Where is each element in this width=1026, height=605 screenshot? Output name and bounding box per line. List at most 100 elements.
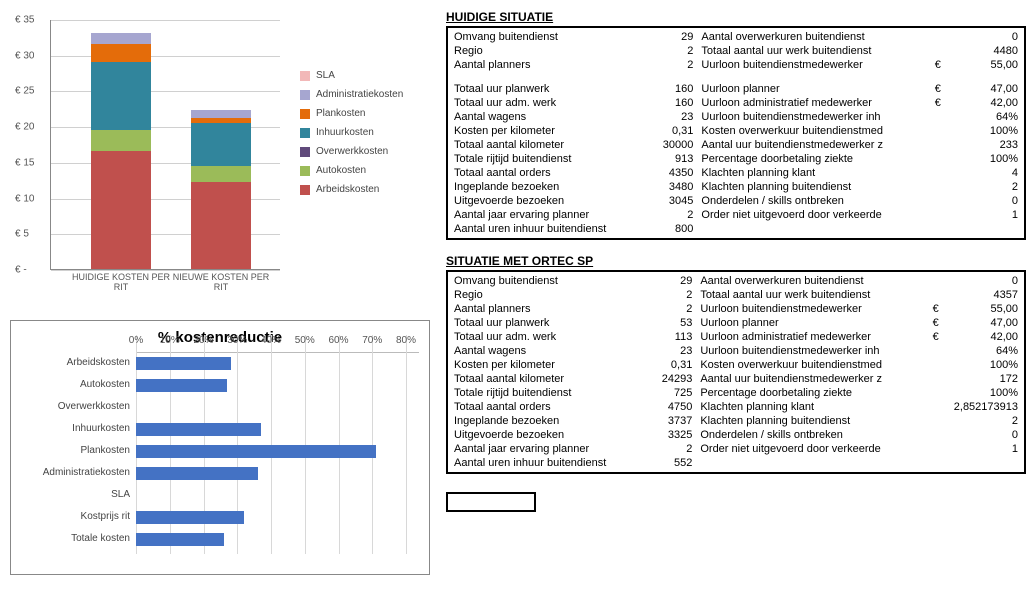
- table-cell: 23: [644, 344, 696, 358]
- table-cell: Regio: [450, 44, 645, 58]
- table-row: Aantal planners2Uurloon buitendienstmede…: [450, 58, 1022, 72]
- table-cell: 4750: [644, 400, 696, 414]
- hbar-category-label: Plankosten: [21, 440, 130, 462]
- table-row: Uitgevoerde bezoeken3325Onderdelen / ski…: [450, 428, 1022, 442]
- hbar-chart: % kostenreductie ArbeidskostenAutokosten…: [10, 320, 430, 575]
- table-cell: 2,852173913: [944, 400, 1022, 414]
- hbar-category-label: Administratiekosten: [21, 462, 130, 484]
- legend-label: Autokosten: [316, 165, 366, 176]
- table-cell: Aantal wagens: [450, 110, 645, 124]
- table-cell: Uurloon buitendienstmedewerker: [697, 58, 930, 72]
- table-cell: Uurloon buitendienstmedewerker: [696, 302, 928, 316]
- table-huidige-title: HUIDIGE SITUATIE: [446, 10, 1026, 24]
- table-row: Ingeplande bezoeken3737Klachten planning…: [450, 414, 1022, 428]
- table-cell: [931, 194, 946, 208]
- table-row: Totaal aantal kilometer30000Aantal uur b…: [450, 138, 1022, 152]
- x-axis-label: 50%: [295, 335, 315, 346]
- table-cell: Order niet uitgevoerd door verkeerde: [697, 208, 930, 222]
- x-axis-label: 30%: [227, 335, 247, 346]
- table-cell: Uurloon administratief medewerker: [697, 96, 930, 110]
- stacked-bar-chart: € -€ 5€ 10€ 15€ 20€ 25€ 30€ 35HUIDIGE KO…: [10, 10, 430, 300]
- table-row: Kosten per kilometer0,31Kosten overwerku…: [450, 124, 1022, 138]
- stacked-bar: [91, 33, 151, 269]
- table-row: Uitgevoerde bezoeken3045Onderdelen / ski…: [450, 194, 1022, 208]
- table-cell: Klachten planning buitendienst: [697, 180, 930, 194]
- hbar-category-label: Arbeidskosten: [21, 352, 130, 374]
- table-cell: 23: [645, 110, 697, 124]
- bar-segment-arbeidskosten: [191, 182, 251, 269]
- table-cell: Uurloon planner: [697, 82, 930, 96]
- table-row: Aantal wagens23Uurloon buitendienstmedew…: [450, 110, 1022, 124]
- legend-item: Inhuurkosten: [300, 127, 403, 138]
- table-row: Kosten per kilometer0,31Kosten overwerku…: [450, 358, 1022, 372]
- table-cell: [697, 222, 930, 236]
- hbar-bar: [136, 467, 258, 480]
- table-cell: 2: [645, 208, 697, 222]
- table-cell: 100%: [946, 124, 1022, 138]
- table-cell: 64%: [946, 110, 1022, 124]
- table-cell: 53: [644, 316, 696, 330]
- table-cell: 3045: [645, 194, 697, 208]
- legend-item: Administratiekosten: [300, 89, 403, 100]
- table-cell: Ingeplande bezoeken: [450, 414, 644, 428]
- table-cell: Totaal uur adm. werk: [450, 96, 645, 110]
- y-axis-label: € 30: [15, 50, 34, 61]
- table-row: Totale rijtijd buitendienst913Percentage…: [450, 152, 1022, 166]
- table-cell: [946, 222, 1022, 236]
- table-cell: 0: [946, 194, 1022, 208]
- gridline: [51, 91, 280, 92]
- bar-segment-plankosten: [91, 44, 151, 62]
- table-cell: 3737: [644, 414, 696, 428]
- table-cell: 100%: [944, 358, 1022, 372]
- table-cell: Totaal uur adm. werk: [450, 330, 644, 344]
- table-cell: [931, 152, 946, 166]
- table-row: Aantal jaar ervaring planner2Order niet …: [450, 208, 1022, 222]
- table-cell: 3325: [644, 428, 696, 442]
- table-cell: Totaal aantal kilometer: [450, 372, 644, 386]
- x-axis-label: 40%: [261, 335, 281, 346]
- table-cell: Ingeplande bezoeken: [450, 180, 645, 194]
- table-cell: [931, 138, 946, 152]
- stacked-chart-plot: € -€ 5€ 10€ 15€ 20€ 25€ 30€ 35HUIDIGE KO…: [50, 20, 280, 270]
- table-cell: 55,00: [944, 302, 1022, 316]
- y-axis-label: € 15: [15, 157, 34, 168]
- table-cell: 913: [645, 152, 697, 166]
- table-row: Totaal aantal kilometer24293Aantal uur b…: [450, 372, 1022, 386]
- legend-swatch: [300, 90, 310, 100]
- table-cell: Totaal uur planwerk: [450, 82, 645, 96]
- table-row: Ingeplande bezoeken3480Klachten planning…: [450, 180, 1022, 194]
- table-cell: [929, 386, 944, 400]
- table-cell: [929, 288, 944, 302]
- table-row: Regio2Totaal aantal uur werk buitendiens…: [450, 288, 1022, 302]
- empty-box: [446, 492, 536, 512]
- x-axis-label: 70%: [362, 335, 382, 346]
- table-ortec: SITUATIE MET ORTEC SP Omvang buitendiens…: [446, 254, 1026, 474]
- table-cell: 1: [946, 208, 1022, 222]
- legend-label: Plankosten: [316, 108, 365, 119]
- table-cell: [929, 442, 944, 456]
- table-cell: Uurloon planner: [696, 316, 928, 330]
- table-cell: Uitgevoerde bezoeken: [450, 194, 645, 208]
- hbar-bar: [136, 511, 244, 524]
- table-cell: 29: [645, 30, 697, 44]
- hbar-body: ArbeidskostenAutokostenOverwerkkostenInh…: [21, 352, 419, 554]
- table-cell: 100%: [946, 152, 1022, 166]
- table-cell: Aantal uur buitendienstmedewerker z: [697, 138, 930, 152]
- table-cell: €: [929, 330, 944, 344]
- hbar-bar: [136, 357, 231, 370]
- table-cell: 160: [645, 96, 697, 110]
- table-cell: Totaal aantal orders: [450, 166, 645, 180]
- hbar-bar: [136, 445, 376, 458]
- table-cell: [929, 344, 944, 358]
- table-cell: Omvang buitendienst: [450, 30, 645, 44]
- table-cell: Kosten overwerkuur buitendienstmed: [696, 358, 928, 372]
- table-cell: Kosten per kilometer: [450, 124, 645, 138]
- table-cell: [944, 456, 1022, 470]
- table-cell: Totaal aantal orders: [450, 400, 644, 414]
- table-row: Omvang buitendienst29Aantal overwerkuren…: [450, 30, 1022, 44]
- table-cell: Regio: [450, 288, 644, 302]
- table-cell: 0,31: [644, 358, 696, 372]
- table-ortec-grid: Omvang buitendienst29Aantal overwerkuren…: [450, 274, 1022, 470]
- table-cell: Percentage doorbetaling ziekte: [697, 152, 930, 166]
- table-cell: [931, 124, 946, 138]
